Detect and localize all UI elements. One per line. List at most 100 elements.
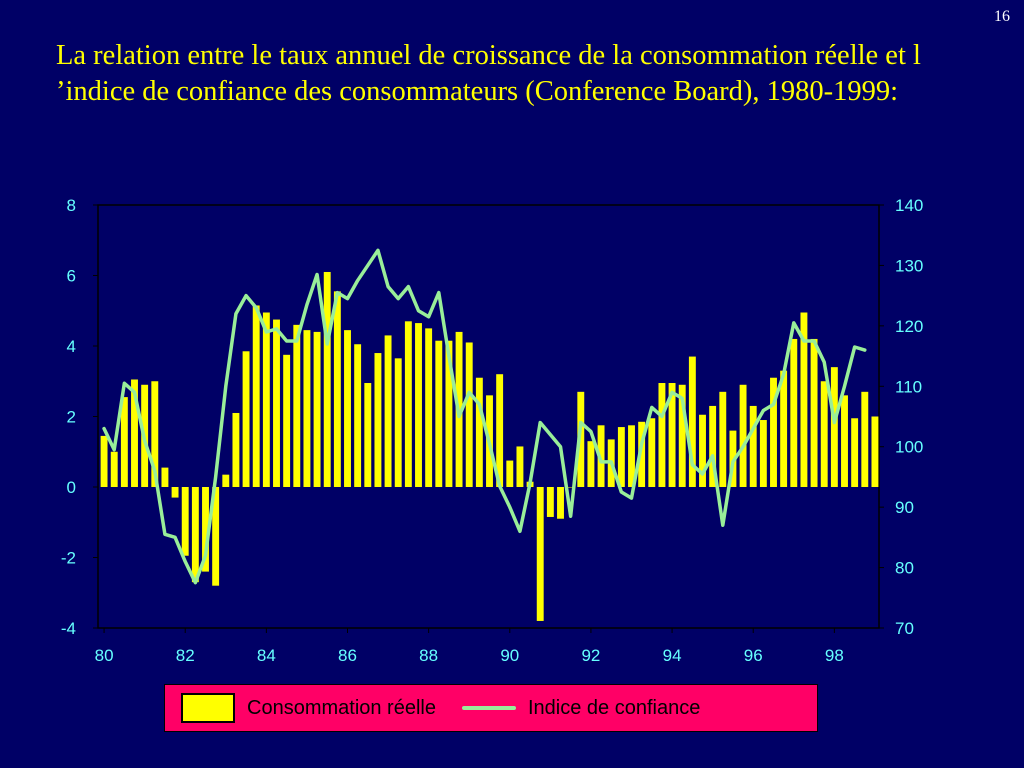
bar-consommation xyxy=(810,338,818,487)
legend-item-confiance: Indice de confiance xyxy=(436,685,700,731)
bar-consommation xyxy=(719,391,727,487)
bar-consommation xyxy=(313,331,321,487)
bar-consommation xyxy=(425,328,433,488)
bar-consommation xyxy=(820,381,828,487)
bar-consommation xyxy=(445,340,453,487)
bar-consommation xyxy=(374,353,382,487)
y-left-tick-label: -4 xyxy=(61,619,76,638)
y-left-tick-label: 6 xyxy=(67,267,76,286)
slide-title: La relation entre le taux annuel de croi… xyxy=(56,40,921,107)
legend-line-swatch xyxy=(461,706,516,710)
bar-consommation xyxy=(202,487,209,572)
bar-consommation xyxy=(790,338,798,487)
bar-consommation xyxy=(830,367,838,487)
bar-consommation xyxy=(232,412,240,487)
y-left-tick-label: 8 xyxy=(67,196,76,215)
bar-consommation xyxy=(161,467,169,487)
bar-consommation xyxy=(577,391,585,487)
bar-consommation xyxy=(303,330,311,487)
legend-label-confiance: Indice de confiance xyxy=(527,696,701,719)
bar-consommation xyxy=(536,487,544,621)
legend-bar-swatch xyxy=(181,693,235,723)
bar-consommation xyxy=(475,377,483,487)
bar-consommation xyxy=(861,391,869,487)
bar-consommation xyxy=(699,414,706,487)
bar-consommation xyxy=(770,377,777,487)
bar-consommation xyxy=(100,435,108,487)
bar-consommation xyxy=(415,323,422,487)
bar-consommation xyxy=(293,324,301,487)
bar-consommation xyxy=(120,397,128,487)
y-left-tick-label: 4 xyxy=(67,337,76,356)
y-right-tick-label: 70 xyxy=(895,619,914,638)
bar-consommation xyxy=(557,487,564,519)
y-left-tick-label: 2 xyxy=(67,408,76,427)
bar-consommation xyxy=(435,340,443,487)
x-tick-label: 80 xyxy=(95,646,114,665)
legend-label-consommation: Consommation réelle xyxy=(247,696,436,719)
bar-consommation xyxy=(638,421,646,487)
bar-consommation xyxy=(617,427,625,487)
bar-consommation xyxy=(333,291,341,487)
bar-consommation xyxy=(344,330,351,487)
bar-consommation xyxy=(628,425,635,487)
bar-consommation xyxy=(262,312,270,487)
x-tick-label: 82 xyxy=(176,646,195,665)
x-tick-label: 84 xyxy=(257,646,276,665)
bar-consommation xyxy=(749,405,757,487)
y-left-tick-label: -2 xyxy=(61,549,76,568)
bar-consommation xyxy=(668,383,676,487)
bar-consommation xyxy=(283,354,291,487)
bar-consommation xyxy=(394,358,402,487)
y-left-tick-label: 0 xyxy=(67,478,76,497)
x-tick-label: 88 xyxy=(419,646,438,665)
bar-consommation xyxy=(191,487,199,583)
bar-consommation xyxy=(496,374,504,487)
chart: -4 -2 0 2 4 6 8 70 80 90 100 110 120 130 140 80 82 84 86 88… xyxy=(61,196,924,665)
y-right-tick-label: 110 xyxy=(895,377,922,396)
bar-consommation xyxy=(252,305,260,487)
y-right-tick-label: 90 xyxy=(895,498,914,517)
x-tick-label: 86 xyxy=(338,646,357,665)
bar-consommation xyxy=(678,384,686,487)
bar-consommation xyxy=(384,335,392,487)
x-tick-label: 94 xyxy=(663,646,682,665)
chart-legend: Consommation réelle Indice de confiance xyxy=(164,684,818,732)
bar-consommation xyxy=(516,446,524,487)
x-tick-label: 98 xyxy=(825,646,844,665)
y-right-tick-label: 80 xyxy=(895,559,914,578)
slide-number: 16 xyxy=(994,8,1010,25)
bar-consommation xyxy=(151,381,159,487)
legend-item-consommation: Consommation réelle xyxy=(165,685,436,731)
bar-consommation xyxy=(759,420,767,487)
bar-consommation xyxy=(131,379,138,487)
bar-consommation xyxy=(212,487,220,586)
bar-consommation xyxy=(222,474,230,487)
bar-consommation xyxy=(597,425,605,487)
bar-consommation xyxy=(587,441,595,487)
bar-consommation xyxy=(567,487,575,488)
bar-consommation xyxy=(851,418,859,487)
bar-consommation xyxy=(780,370,788,487)
bar-consommation xyxy=(506,460,514,487)
y-right-tick-label: 140 xyxy=(895,196,923,215)
bar-consommation xyxy=(110,451,118,487)
bar-consommation xyxy=(404,321,412,487)
x-tick-label: 92 xyxy=(581,646,600,665)
bar-consommation xyxy=(273,319,280,487)
bar-consommation xyxy=(546,487,554,517)
bar-consommation xyxy=(364,383,372,487)
bar-consommation xyxy=(648,418,656,487)
y-right-tick-label: 100 xyxy=(895,438,923,457)
bar-consommation xyxy=(841,395,848,487)
y-right-tick-label: 120 xyxy=(895,317,923,336)
line-indice-confiance xyxy=(102,248,867,585)
bar-consommation xyxy=(323,271,331,487)
bar-consommation xyxy=(242,351,250,487)
bar-consommation xyxy=(354,344,362,487)
bar-consommation xyxy=(709,405,717,487)
bar-consommation xyxy=(688,356,696,487)
bar-consommation xyxy=(465,342,473,487)
bar-consommation xyxy=(739,384,747,487)
y-right-tick-label: 130 xyxy=(895,256,923,275)
